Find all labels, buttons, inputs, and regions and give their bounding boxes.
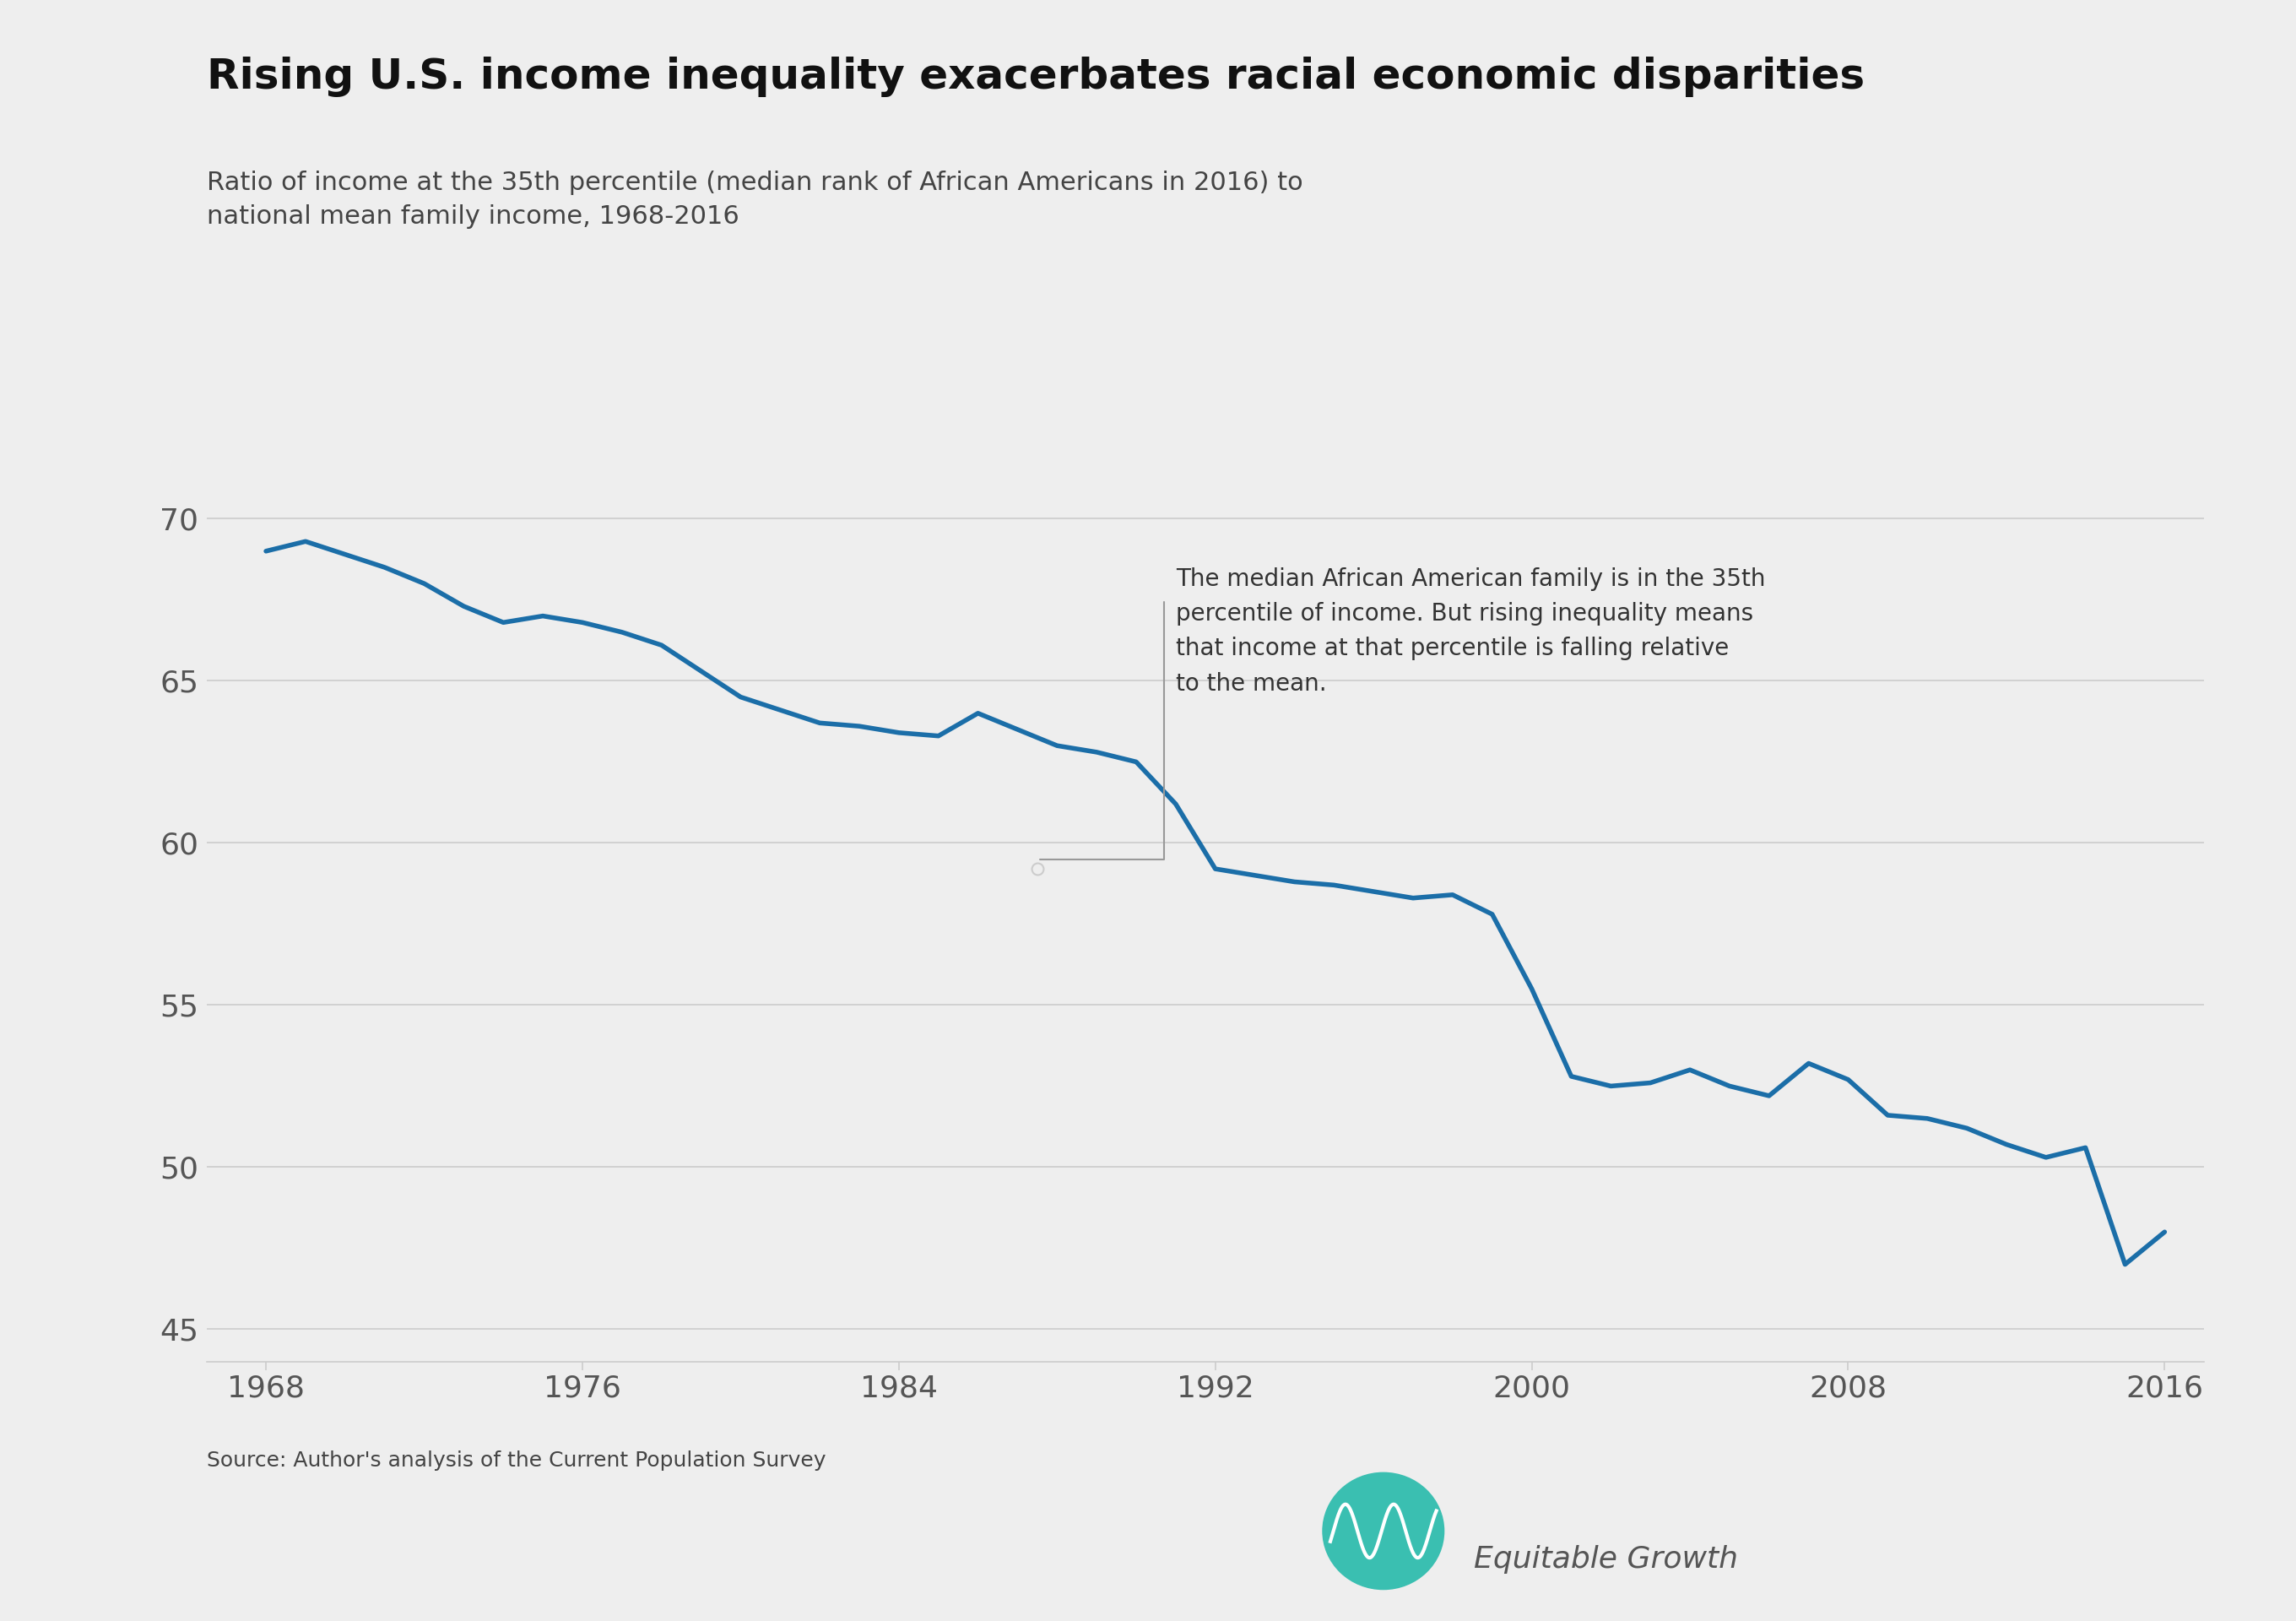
Text: Source: Author's analysis of the Current Population Survey: Source: Author's analysis of the Current… — [207, 1451, 827, 1472]
Text: Equitable Growth: Equitable Growth — [1474, 1545, 1738, 1574]
Circle shape — [1322, 1472, 1444, 1589]
Text: The median African American family is in the 35th
percentile of income. But risi: The median African American family is in… — [1176, 567, 1766, 695]
Text: Ratio of income at the 35th percentile (median rank of African Americans in 2016: Ratio of income at the 35th percentile (… — [207, 170, 1302, 229]
Text: Rising U.S. income inequality exacerbates racial economic disparities: Rising U.S. income inequality exacerbate… — [207, 57, 1864, 97]
